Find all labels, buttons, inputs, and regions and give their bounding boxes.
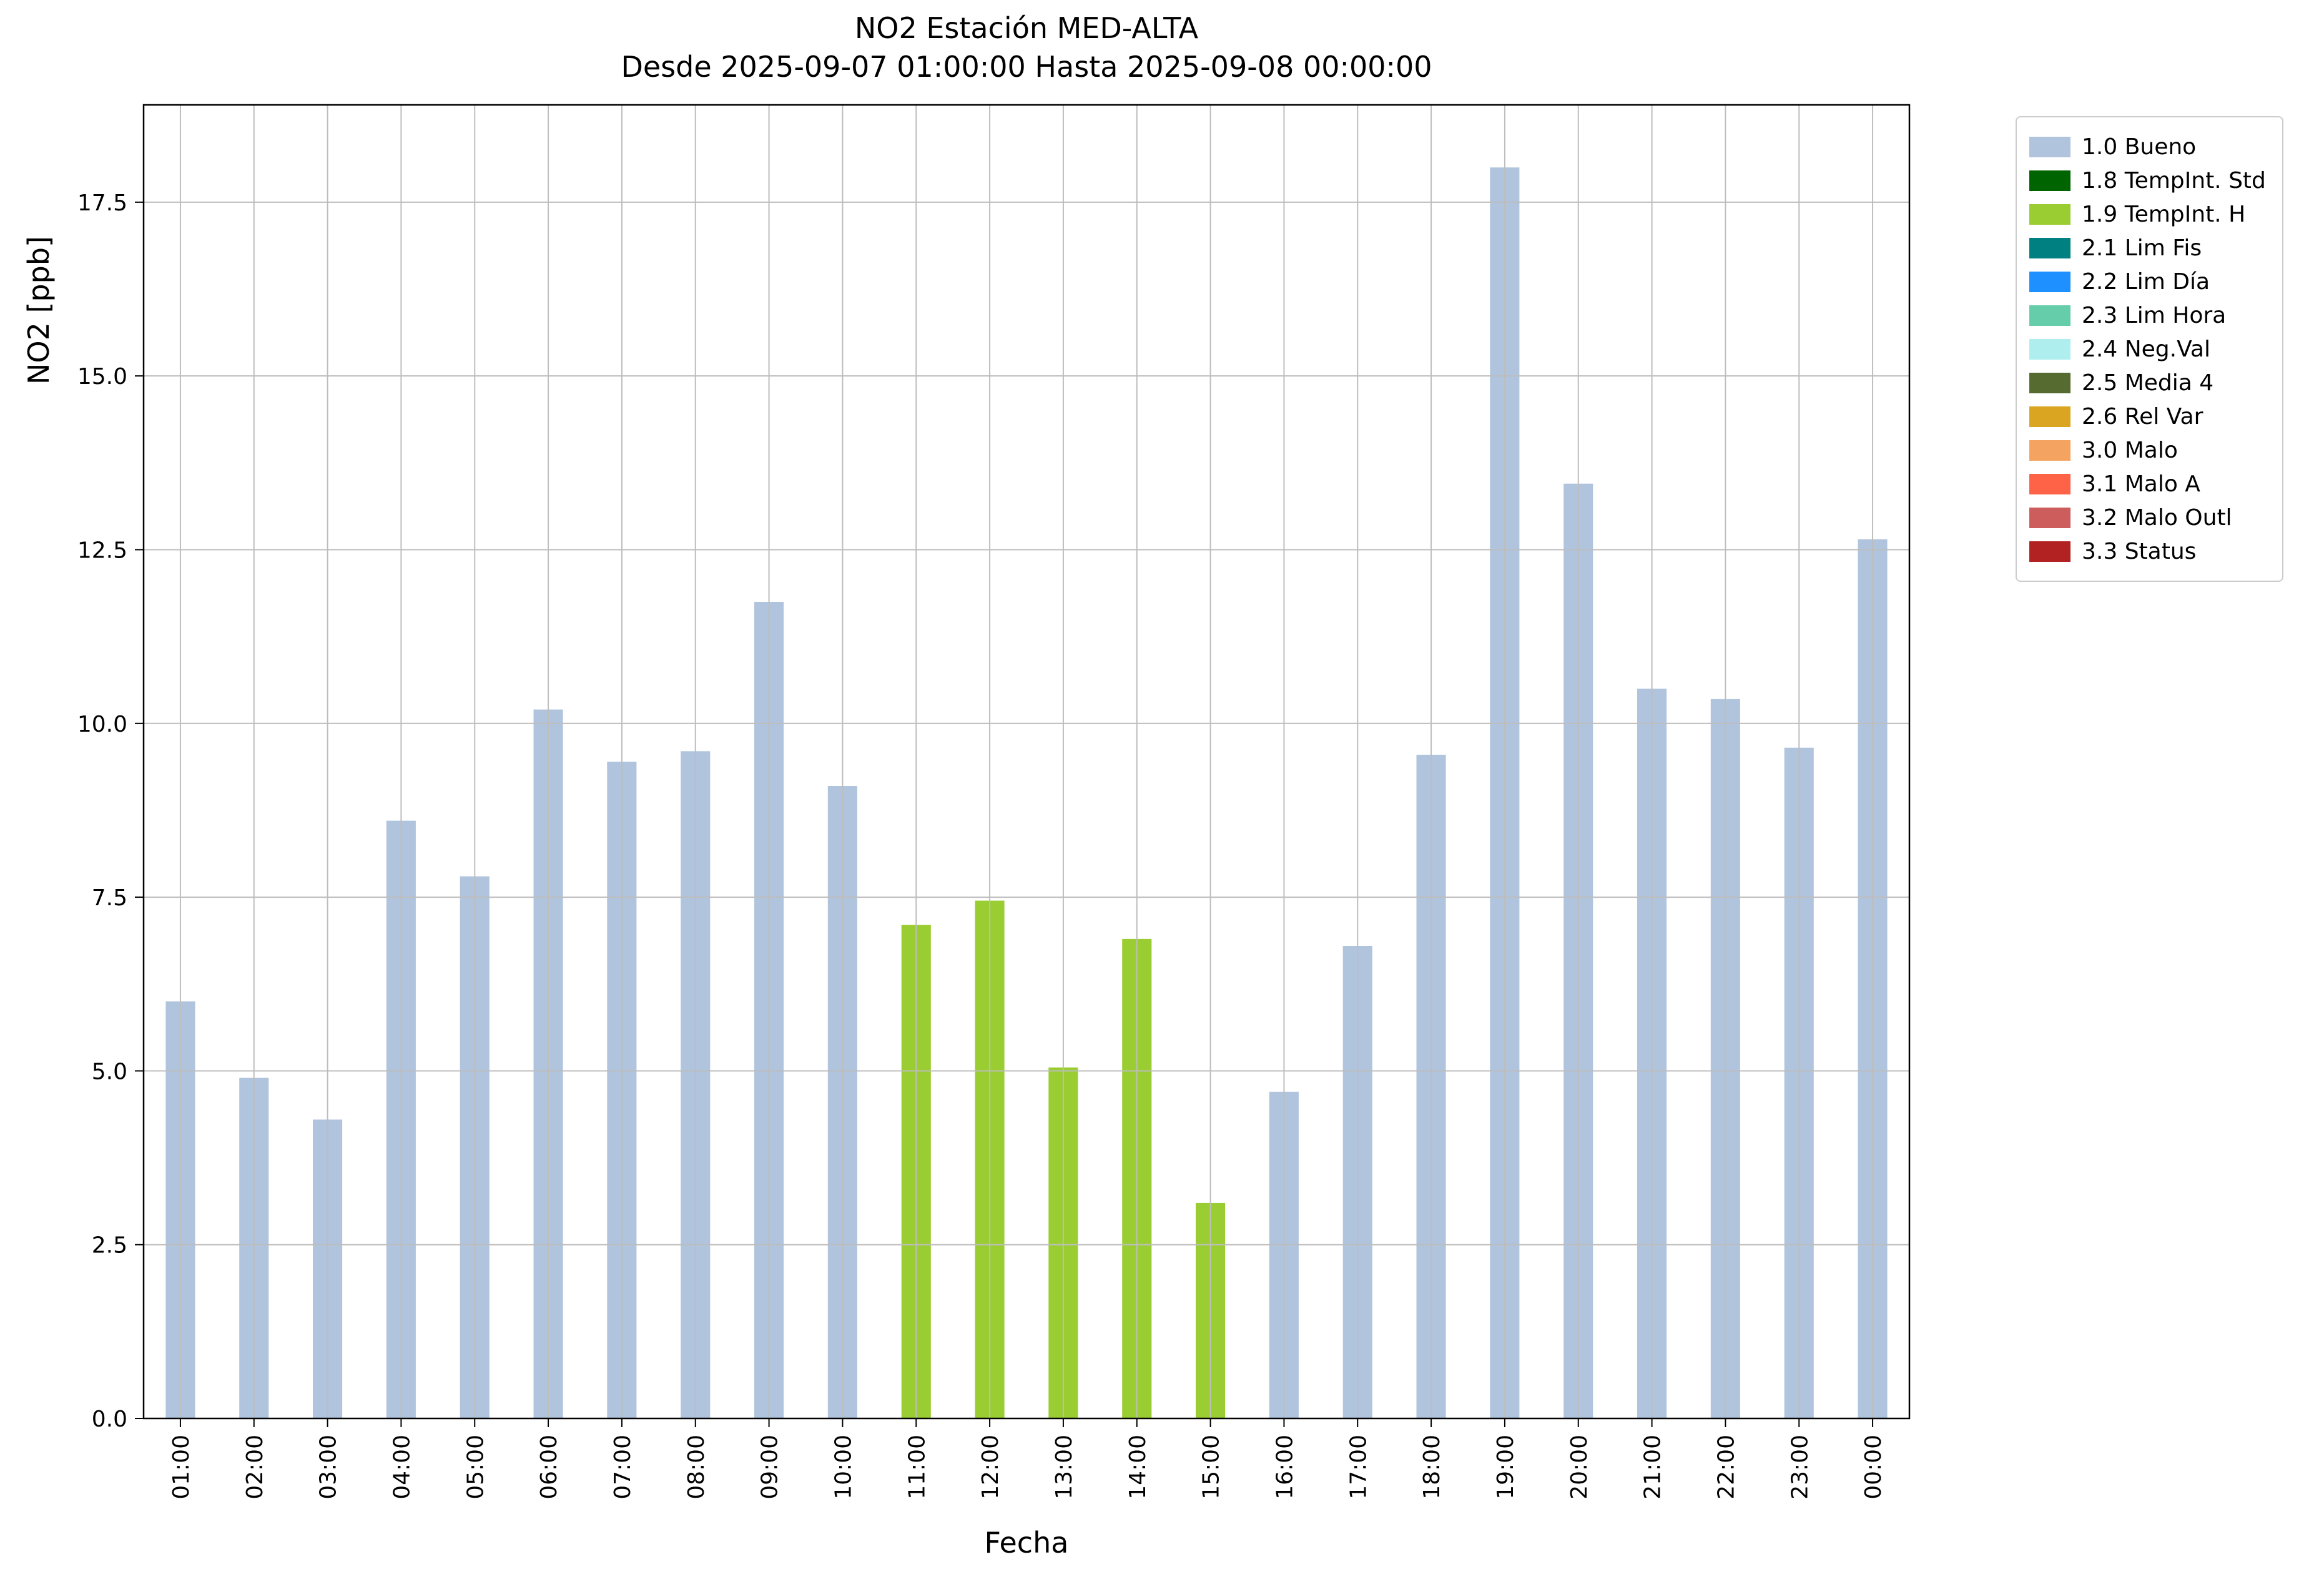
legend-item: 1.9 TempInt. H [2029, 200, 2266, 228]
legend-swatch [2029, 473, 2070, 494]
x-tick-label: 19:00 [1493, 1435, 1519, 1500]
legend-label: 2.4 Neg.Val [2082, 336, 2210, 362]
legend-label: 3.3 Status [2082, 538, 2197, 564]
x-tick-label: 06:00 [536, 1435, 562, 1500]
legend-swatch [2029, 541, 2070, 562]
legend-swatch [2029, 406, 2070, 427]
y-tick-label: 15.0 [77, 364, 127, 390]
legend-swatch [2029, 338, 2070, 360]
y-tick-label: 7.5 [92, 885, 127, 911]
plot-border [142, 104, 1911, 1420]
chart-title-block: NO2 Estación MED-ALTA Desde 2025-09-07 0… [144, 9, 1909, 86]
legend-item: 2.5 Media 4 [2029, 368, 2266, 397]
legend-label: 2.3 Lim Hora [2082, 302, 2227, 328]
x-tick-label: 04:00 [389, 1435, 415, 1500]
legend-label: 2.1 Lim Fis [2082, 235, 2202, 261]
legend-label: 1.9 TempInt. H [2082, 201, 2246, 227]
legend-item: 3.2 Malo Outl [2029, 503, 2266, 532]
x-tick-label: 11:00 [904, 1435, 930, 1500]
x-tick-label: 20:00 [1567, 1435, 1592, 1500]
x-tick-label: 18:00 [1419, 1435, 1445, 1500]
x-tick-label: 17:00 [1346, 1435, 1371, 1500]
x-tick-label: 23:00 [1787, 1435, 1813, 1500]
legend-swatch [2029, 136, 2070, 157]
legend-item: 3.1 Malo A [2029, 469, 2266, 498]
legend-item: 2.2 Lim Día [2029, 267, 2266, 296]
y-tick-label: 10.0 [77, 712, 127, 737]
y-tick-label: 17.5 [77, 190, 127, 216]
x-tick-label: 00:00 [1861, 1435, 1886, 1500]
legend-swatch [2029, 204, 2070, 225]
legend-swatch [2029, 507, 2070, 528]
legend-label: 3.2 Malo Outl [2082, 504, 2232, 531]
x-tick-label: 03:00 [316, 1435, 342, 1500]
legend-label: 2.6 Rel Var [2082, 403, 2203, 430]
legend-label: 1.8 TempInt. Std [2082, 167, 2266, 194]
legend-label: 2.5 Media 4 [2082, 370, 2214, 396]
legend-label: 1.0 Bueno [2082, 134, 2197, 160]
chart-title: NO2 Estación MED-ALTA [854, 11, 1199, 45]
legend-swatch [2029, 440, 2070, 461]
x-tick-label: 05:00 [463, 1435, 488, 1500]
x-tick-label: 15:00 [1199, 1435, 1224, 1500]
legend-item: 1.0 Bueno [2029, 132, 2266, 161]
legend-item: 2.6 Rel Var [2029, 402, 2266, 431]
y-tick-label: 5.0 [92, 1059, 127, 1084]
x-tick-label: 22:00 [1713, 1435, 1739, 1500]
chart-subtitle: Desde 2025-09-07 01:00:00 Hasta 2025-09-… [621, 50, 1432, 84]
legend-swatch [2029, 170, 2070, 191]
legend-swatch [2029, 372, 2070, 393]
x-tick-label: 10:00 [830, 1435, 856, 1500]
y-tick-label: 12.5 [77, 538, 127, 563]
legend: 1.0 Bueno 1.8 TempInt. Std 1.9 TempInt. H 2… [2016, 116, 2283, 582]
legend-swatch [2029, 271, 2070, 292]
legend-item: 1.8 TempInt. Std [2029, 166, 2266, 195]
x-axis-label: Fecha [984, 1526, 1069, 1560]
legend-label: 3.1 Malo A [2082, 471, 2200, 497]
x-tick-label: 02:00 [242, 1435, 268, 1500]
legend-item: 2.4 Neg.Val [2029, 335, 2266, 363]
x-tick-label: 07:00 [610, 1435, 636, 1500]
x-tick-label: 09:00 [757, 1435, 783, 1500]
x-tick-label: 13:00 [1051, 1435, 1077, 1500]
x-tick-label: 21:00 [1640, 1435, 1666, 1500]
legend-item: 2.3 Lim Hora [2029, 301, 2266, 330]
x-tick-label: 12:00 [978, 1435, 1003, 1500]
x-tick-label: 14:00 [1125, 1435, 1151, 1500]
legend-item: 3.0 Malo [2029, 436, 2266, 464]
y-tick-label: 0.0 [92, 1407, 127, 1432]
y-tick-label: 2.5 [92, 1233, 127, 1259]
x-tick-label: 16:00 [1272, 1435, 1297, 1500]
legend-label: 3.0 Malo [2082, 437, 2178, 463]
legend-label: 2.2 Lim Día [2082, 268, 2210, 295]
x-tick-label: 08:00 [684, 1435, 709, 1500]
legend-item: 2.1 Lim Fis [2029, 233, 2266, 262]
x-tick-label: 01:00 [169, 1435, 194, 1500]
legend-item: 3.3 Status [2029, 537, 2266, 566]
legend-swatch [2029, 237, 2070, 258]
legend-swatch [2029, 305, 2070, 326]
legend-items: 1.0 Bueno 1.8 TempInt. Std 1.9 TempInt. H 2… [2029, 132, 2266, 566]
